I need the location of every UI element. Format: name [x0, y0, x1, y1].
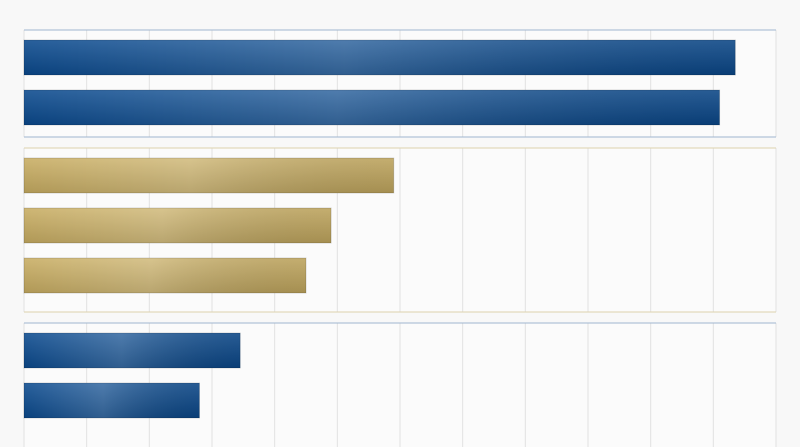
bar-shade: [23, 382, 200, 419]
bar-shade: [23, 332, 241, 369]
bar-shade: [23, 157, 395, 194]
bar-shade: [23, 89, 721, 126]
bar-shade: [23, 207, 332, 244]
bar-shade: [23, 39, 736, 76]
bar-shade: [23, 257, 307, 294]
